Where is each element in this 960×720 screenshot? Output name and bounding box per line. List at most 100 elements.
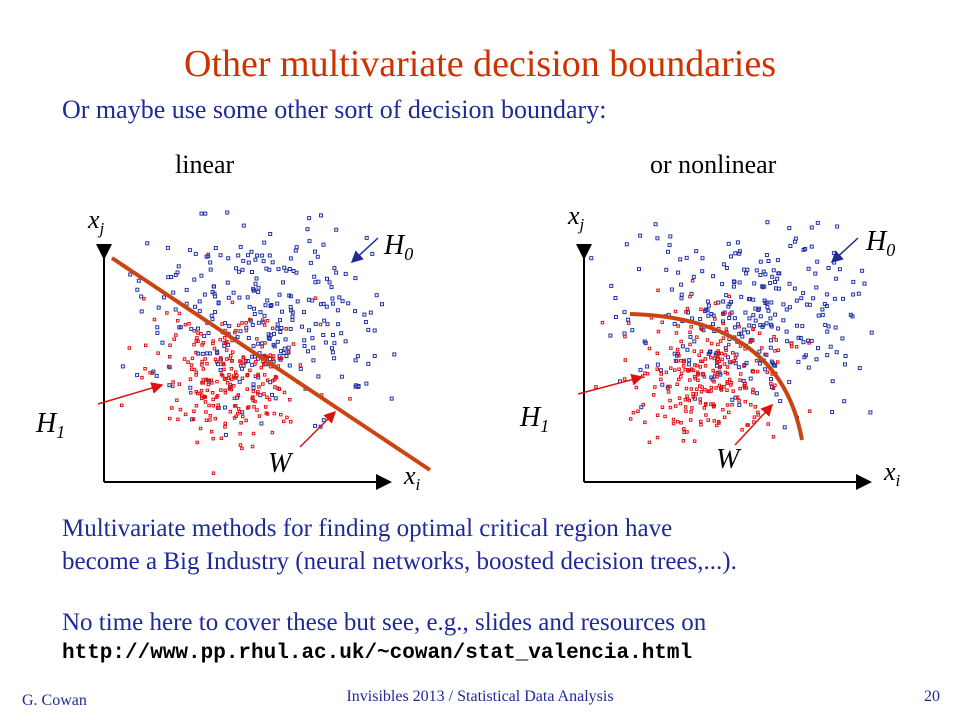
scatter-point: [751, 387, 755, 392]
scatter-point: [228, 356, 232, 360]
w-arrow: [734, 403, 774, 446]
scatter-point: [826, 324, 831, 329]
scatter-point: [769, 381, 773, 386]
scatter-point: [799, 296, 804, 301]
scatter-point: [737, 251, 742, 256]
scatter-point: [343, 271, 348, 276]
scatter-point: [267, 253, 272, 258]
scatter-point: [364, 381, 369, 386]
scatter-point: [194, 370, 199, 374]
scatter-point: [288, 327, 293, 331]
scatter-point: [709, 389, 713, 393]
scatter-point: [733, 251, 738, 256]
scatter-point: [228, 386, 232, 390]
scatter-point: [753, 405, 757, 409]
scatter-point: [756, 410, 760, 415]
scatter-point: [638, 367, 643, 372]
scatter-point: [225, 280, 230, 285]
scatter-point: [691, 274, 696, 279]
scatter-point: [738, 372, 743, 376]
scatter-point: [686, 362, 691, 367]
scatter-point: [239, 421, 243, 425]
resource-url[interactable]: http://www.pp.rhul.ac.uk/~cowan/stat_val…: [62, 642, 693, 665]
scatter-point: [751, 313, 756, 318]
scatter-point: [329, 285, 334, 290]
scatter-point: [231, 290, 236, 295]
scatter-point: [664, 370, 669, 375]
scatter-point: [252, 405, 256, 409]
scatter-point: [758, 273, 763, 277]
scatter-point: [310, 336, 315, 341]
scatter-point: [176, 318, 180, 323]
scatter-point: [259, 421, 264, 426]
scatter-point: [353, 309, 357, 314]
scatter-point: [666, 390, 671, 394]
scatter-point: [656, 288, 660, 293]
scatter-point: [199, 273, 204, 278]
scatter-point: [833, 325, 838, 330]
scatter-point: [682, 427, 686, 431]
scatter-point: [626, 317, 631, 322]
scatter-point: [355, 354, 360, 359]
scatter-point: [679, 375, 683, 379]
scatter-point: [850, 314, 855, 319]
scatter-point: [287, 267, 292, 271]
scatter-point: [828, 344, 833, 349]
scatter-point: [273, 396, 278, 401]
scatter-point: [748, 340, 752, 344]
scatter-point: [668, 234, 673, 239]
scatter-point: [672, 321, 677, 326]
scatter-point: [630, 328, 635, 333]
scatter-point: [257, 414, 262, 418]
scatter-point: [191, 417, 196, 421]
scatter-point: [223, 421, 227, 426]
scatter-point: [273, 385, 277, 389]
scatter-point: [720, 282, 725, 287]
scatter-point: [722, 362, 727, 366]
scatter-point: [218, 368, 223, 373]
scatter-point: [796, 359, 801, 364]
scatter-point: [660, 382, 665, 387]
scatter-point: [715, 375, 719, 379]
scatter-point: [724, 266, 729, 270]
scatter-point: [722, 262, 727, 267]
scatter-point: [192, 329, 197, 333]
scatter-point: [234, 370, 238, 374]
scatter-point: [711, 313, 716, 318]
scatter-point: [771, 435, 776, 439]
scatter-point: [334, 270, 339, 275]
scatter-point: [195, 336, 199, 340]
scatter-point: [237, 379, 242, 384]
scatter-point: [752, 415, 757, 419]
scatter-point: [683, 367, 687, 372]
scatter-point: [222, 336, 227, 340]
scatter-point: [697, 353, 701, 357]
scatter-point: [251, 386, 256, 390]
scatter-point: [204, 418, 209, 422]
scatter-point: [634, 385, 639, 390]
paragraph-line: become a Big Industry (neural networks, …: [62, 548, 737, 575]
scatter-point: [757, 361, 762, 366]
scatter-point: [776, 326, 781, 331]
scatter-point: [778, 399, 783, 404]
scatter-point: [765, 370, 770, 374]
scatter-point: [775, 258, 780, 263]
scatter-point: [693, 376, 697, 381]
scatter-point: [192, 409, 196, 413]
scatter-point: [679, 296, 684, 301]
scatter-point: [313, 423, 318, 428]
scatter-point: [267, 357, 272, 362]
scatter-point: [790, 344, 794, 349]
scatter-point: [769, 324, 774, 329]
scatter-point: [679, 339, 683, 344]
scatter-point: [374, 293, 379, 298]
scatter-point: [675, 347, 680, 352]
scatter-point: [636, 409, 640, 413]
scatter-point: [275, 339, 280, 344]
scatter-point: [284, 327, 288, 331]
slide-title: Other multivariate decision boundaries: [184, 43, 776, 85]
scatter-point: [155, 325, 160, 330]
scatter-point: [202, 334, 207, 339]
scatter-point: [740, 334, 745, 339]
scatter-point: [608, 333, 613, 338]
